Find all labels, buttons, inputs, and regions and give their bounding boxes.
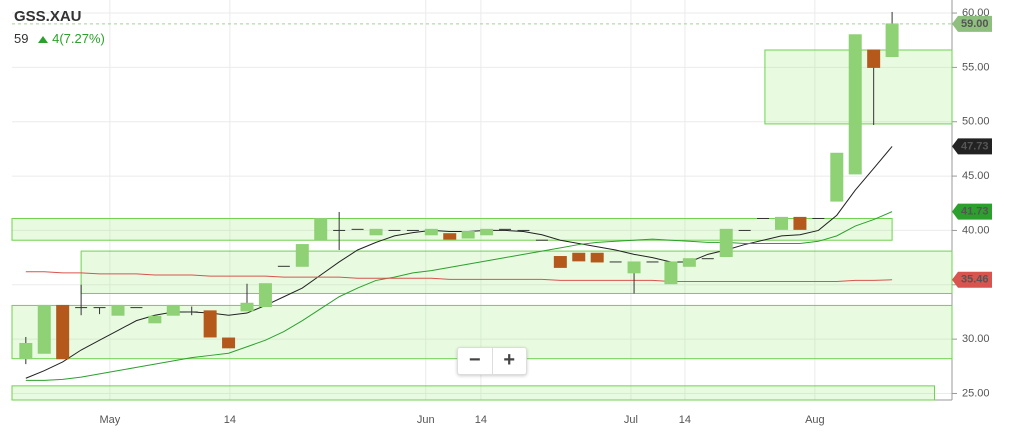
y-tick-label: 45.00 [962, 170, 990, 182]
candle-body [148, 315, 162, 324]
candle-body [848, 34, 862, 175]
x-tick-label: 14 [224, 414, 236, 426]
candle-body [369, 228, 383, 236]
candle-body [682, 258, 696, 267]
quote: 59 4(7.27%) [14, 31, 105, 46]
candle-body [258, 283, 272, 308]
x-tick-label: May [99, 414, 120, 426]
candle-body [37, 304, 51, 354]
candle-body [590, 252, 604, 263]
x-tick-label: Jun [417, 414, 435, 426]
y-tick-label: 40.00 [962, 224, 990, 236]
candle-body [572, 252, 586, 262]
candle-body [56, 304, 70, 360]
candle-body [793, 216, 807, 230]
candle-body [314, 217, 328, 241]
y-tick-label: 55.00 [962, 61, 990, 73]
candle-body [111, 304, 125, 316]
price-tag [952, 138, 992, 155]
ma-line [25, 211, 893, 381]
zone [11, 217, 893, 241]
header: GSS.XAU 59 4(7.27%) [14, 8, 105, 46]
candle-body [19, 342, 33, 360]
price-tag-label: 59.00 [961, 18, 989, 30]
x-tick-label: 14 [475, 414, 487, 426]
up-arrow [38, 36, 49, 43]
candle-body [867, 49, 881, 68]
ma-line [25, 271, 893, 283]
candle-body [830, 152, 844, 202]
candle-body [295, 244, 309, 267]
candle-body [885, 23, 899, 58]
price-tag [952, 203, 992, 220]
zoom-out-button[interactable]: − [458, 348, 493, 374]
price-tag [952, 15, 992, 32]
candle-body [166, 304, 180, 316]
chart-title: GSS.XAU [14, 8, 82, 25]
y-tick-label: 30.00 [962, 333, 990, 345]
zoom-control: − + [457, 347, 527, 375]
candle-body [719, 228, 733, 258]
price-tag-label: 35.46 [961, 274, 989, 286]
candle-body [480, 228, 494, 236]
candle-body [553, 256, 567, 268]
candle-body [240, 302, 254, 312]
y-tick-label: 50.00 [962, 116, 990, 128]
candle-body [203, 310, 217, 338]
zoom-in-button[interactable]: + [503, 349, 516, 371]
last-price: 59 [14, 31, 29, 46]
candle-body [424, 228, 438, 236]
change: 4(7.27%) [38, 31, 105, 46]
candle-body [443, 233, 457, 240]
price-tag [952, 271, 992, 288]
zone [11, 385, 935, 401]
zone [80, 250, 953, 294]
x-tick-label: 14 [679, 414, 691, 426]
candle-body [775, 216, 789, 230]
candle-body [461, 231, 475, 239]
change-text: 4(7.27%) [52, 31, 105, 46]
x-tick-label: Aug [805, 414, 825, 426]
price-tag-label: 47.73 [961, 140, 989, 152]
y-tick-label: 25.00 [962, 387, 990, 399]
candle-body [664, 261, 678, 285]
candle-body [627, 261, 641, 274]
candle-body [222, 337, 236, 349]
x-tick-label: Jul [624, 414, 638, 426]
price-tag-label: 41.73 [961, 206, 989, 218]
